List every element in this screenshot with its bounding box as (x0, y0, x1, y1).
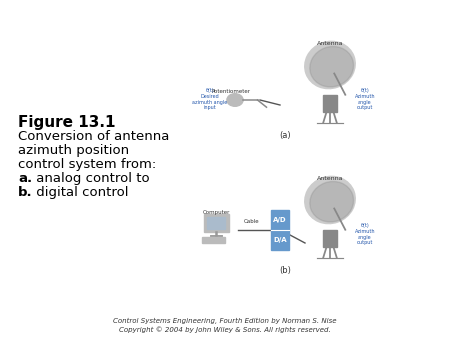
FancyBboxPatch shape (202, 237, 225, 243)
Ellipse shape (227, 94, 243, 106)
Ellipse shape (310, 46, 354, 87)
Ellipse shape (305, 41, 355, 89)
Text: analog control to: analog control to (32, 172, 149, 185)
Text: Antenna: Antenna (317, 41, 343, 46)
FancyBboxPatch shape (271, 210, 289, 250)
Text: control system from:: control system from: (18, 158, 156, 171)
Text: digital control: digital control (32, 186, 129, 199)
Text: Conversion of antenna: Conversion of antenna (18, 130, 169, 143)
Text: D/A: D/A (273, 237, 287, 243)
Text: azimuth position: azimuth position (18, 144, 129, 157)
FancyBboxPatch shape (323, 95, 337, 112)
Ellipse shape (305, 176, 355, 224)
Text: Cable: Cable (244, 219, 260, 224)
Text: θ(t)
Desired
azimuth angle
input: θ(t) Desired azimuth angle input (193, 88, 228, 111)
FancyBboxPatch shape (323, 230, 337, 247)
Text: Copyright © 2004 by John Wiley & Sons. All rights reserved.: Copyright © 2004 by John Wiley & Sons. A… (119, 326, 331, 333)
Text: A/D: A/D (273, 217, 287, 223)
Text: θ(t)
Azimuth
angle
output: θ(t) Azimuth angle output (355, 88, 375, 111)
Text: Control Systems Engineering, Fourth Edition by Norman S. Nise: Control Systems Engineering, Fourth Edit… (113, 318, 337, 324)
Text: a.: a. (18, 172, 32, 185)
Text: Computer: Computer (202, 210, 230, 215)
Ellipse shape (310, 182, 354, 222)
Text: b.: b. (18, 186, 32, 199)
Text: Figure 13.1: Figure 13.1 (18, 115, 116, 130)
Text: θ(t)
Azimuth
angle
output: θ(t) Azimuth angle output (355, 223, 375, 245)
Text: Potentiometer: Potentiometer (211, 89, 250, 94)
Text: Antenna: Antenna (317, 176, 343, 181)
Text: (b): (b) (279, 266, 291, 275)
Text: (a): (a) (279, 131, 291, 140)
FancyBboxPatch shape (204, 214, 229, 232)
FancyBboxPatch shape (207, 217, 225, 229)
